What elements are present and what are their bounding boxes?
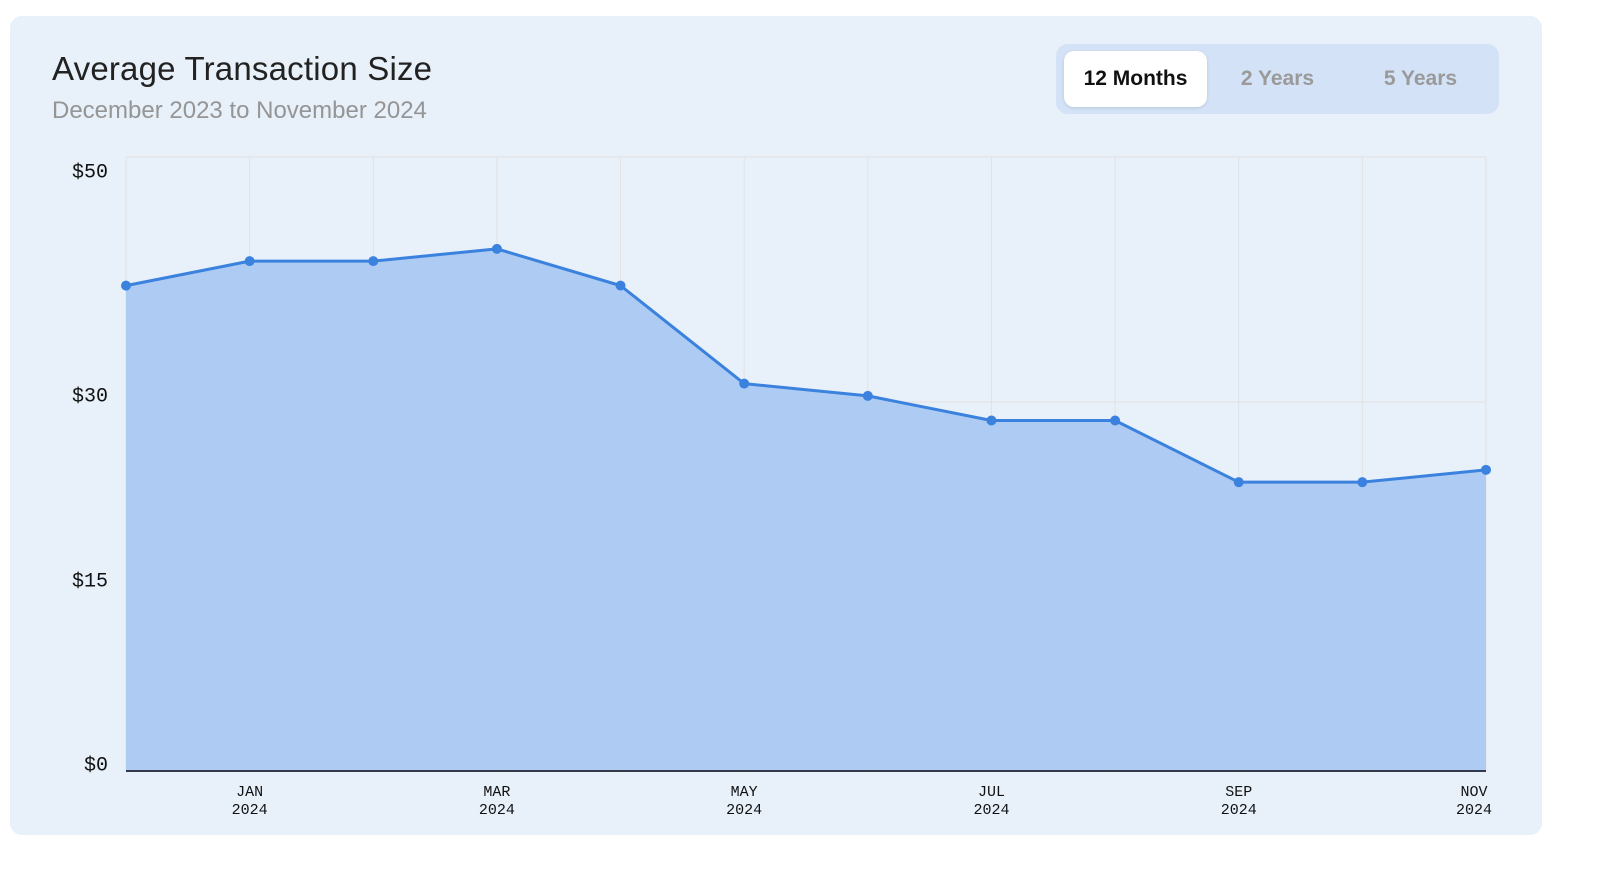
x-tick-month: NOV	[1460, 784, 1487, 801]
range-5-years-button[interactable]: 5 Years	[1349, 51, 1492, 107]
range-selector: 12 Months 2 Years 5 Years	[1056, 44, 1499, 114]
data-point	[615, 280, 626, 291]
x-tick-month: JAN	[236, 784, 263, 801]
x-tick-year: 2024	[232, 802, 268, 819]
y-tick-labels: $0 $15 $30 $50	[72, 161, 108, 777]
chart-subtitle: December 2023 to November 2024	[52, 97, 427, 124]
data-point	[739, 378, 750, 389]
data-point	[1357, 477, 1368, 488]
x-tick-labels: JAN2024MAR2024MAY2024JUL2024SEP2024NOV20…	[232, 784, 1492, 819]
data-point	[1481, 464, 1491, 475]
x-tick-year: 2024	[1221, 802, 1257, 819]
area-fill	[126, 248, 1486, 771]
x-tick-month: MAR	[483, 784, 510, 801]
x-tick-year: 2024	[479, 802, 515, 819]
chart-title: Average Transaction Size	[52, 50, 433, 87]
data-point	[491, 243, 502, 254]
x-tick-year: 2024	[1456, 802, 1492, 819]
y-tick-label: $30	[72, 385, 108, 408]
data-points	[121, 243, 1491, 488]
data-point	[862, 390, 873, 401]
x-tick-month: SEP	[1225, 784, 1252, 801]
y-tick-label: $15	[72, 570, 108, 593]
x-tick-year: 2024	[973, 802, 1009, 819]
x-tick-year: 2024	[726, 802, 762, 819]
y-tick-label: $0	[84, 754, 108, 777]
data-point	[986, 415, 997, 426]
x-tick-month: JUL	[978, 784, 1005, 801]
data-point	[1110, 415, 1121, 426]
y-tick-label: $50	[72, 161, 108, 184]
data-point	[1233, 477, 1244, 488]
range-12-months-button[interactable]: 12 Months	[1064, 51, 1207, 107]
area-layer	[125, 247, 1487, 771]
data-point	[121, 280, 131, 291]
range-2-years-button[interactable]: 2 Years	[1206, 51, 1349, 107]
series-line	[125, 247, 1487, 484]
data-point	[244, 256, 255, 267]
data-point	[368, 256, 379, 267]
x-tick-month: MAY	[731, 784, 758, 801]
